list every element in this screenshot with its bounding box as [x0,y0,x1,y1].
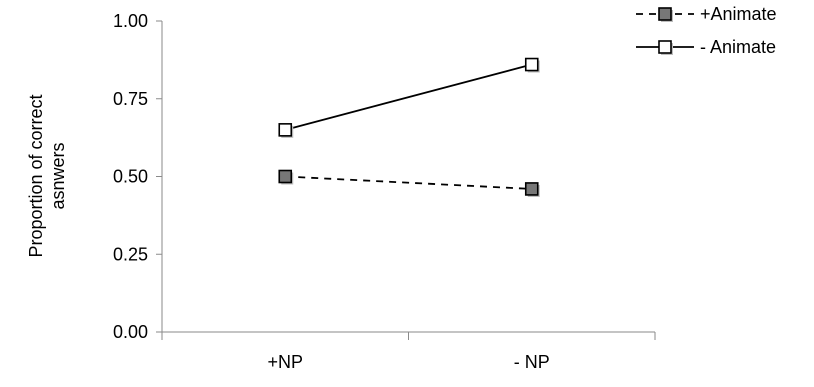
legend-marker [658,7,672,21]
y-axis-title-text: Proportion of correct asnwers [26,94,68,257]
legend-marker [658,40,672,54]
data-point-marker [524,182,539,196]
legend-label: - Animate [700,37,776,57]
x-tick-label: - NP [514,352,550,372]
y-axis-title-line: Proportion of correct [26,94,46,257]
data-point-marker [278,169,293,184]
y-axis-title-line: asnwers [48,142,68,209]
y-tick-label: 0.50 [113,167,148,187]
y-axis-title: Proportion of correct asnwers [26,94,68,257]
axes [156,20,656,340]
legend: +Animate - Animate [636,4,777,57]
y-tick-label: 0.75 [113,89,148,109]
x-tick-label: +NP [267,352,303,372]
legend-label: +Animate [700,4,777,24]
series-line-2 [285,63,532,131]
y-tick-label: 1.00 [113,11,148,31]
y-tick-label: 0.00 [113,322,148,342]
data-point-marker [278,123,293,137]
y-tick-label: 0.25 [113,244,148,264]
series-markers [278,57,540,197]
data-point-marker [524,57,539,72]
y-tick-labels: 0.00 0.25 0.50 0.75 1.00 [113,11,148,342]
x-tick-labels: +NP - NP [267,352,549,372]
series-lines [285,63,532,190]
series-line-1 [285,175,532,190]
